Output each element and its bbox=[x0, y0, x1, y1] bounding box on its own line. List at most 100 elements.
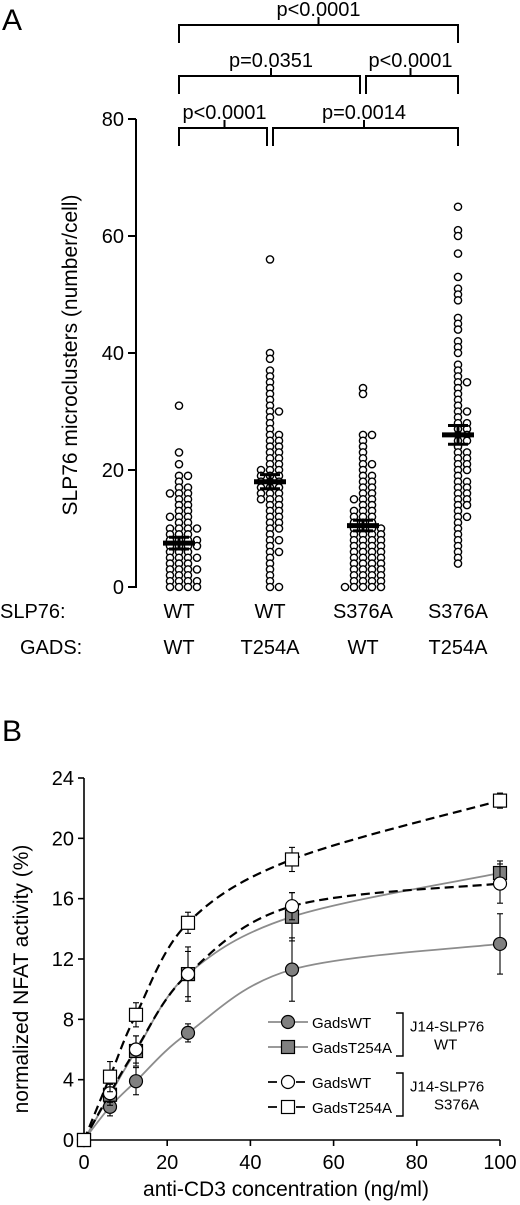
legend-marker-swatch bbox=[280, 1099, 296, 1115]
x-tick-label: 20 bbox=[156, 1152, 178, 1174]
data-point bbox=[349, 582, 359, 592]
y-tick-label: 20 bbox=[52, 828, 74, 850]
data-point bbox=[274, 582, 284, 592]
p-value-label: p=0.0351 bbox=[229, 50, 313, 72]
data-marker bbox=[492, 876, 508, 891]
data-point bbox=[340, 582, 350, 592]
data-point bbox=[358, 582, 368, 592]
y-tick-label: 12 bbox=[52, 949, 74, 971]
x-axis-label: anti-CD3 concentration (ng/ml) bbox=[143, 1178, 429, 1201]
data-point bbox=[192, 524, 202, 533]
y-tick-label: 8 bbox=[63, 1009, 74, 1031]
y-tick-label: 24 bbox=[52, 768, 74, 790]
data-point bbox=[192, 582, 202, 592]
x-tick-label: 80 bbox=[406, 1152, 428, 1174]
legend-bracket bbox=[396, 1012, 404, 1057]
data-marker bbox=[284, 962, 300, 977]
data-point bbox=[174, 459, 184, 469]
data-point bbox=[174, 448, 184, 457]
p-value-label: p<0.0001 bbox=[369, 50, 453, 72]
series-line bbox=[82, 799, 501, 1141]
row-label-slp76: SLP76: bbox=[0, 601, 66, 623]
legend-series-label: GadsWT bbox=[312, 1015, 371, 1032]
data-point bbox=[358, 389, 368, 399]
data-point bbox=[274, 547, 284, 557]
panel-a-scatter-chart: 0 20 40 60 80 SLP76 microclusters (number/cel… bbox=[0, 0, 489, 659]
data-marker bbox=[492, 936, 508, 952]
data-point bbox=[265, 255, 275, 264]
data-point bbox=[462, 500, 472, 510]
data-marker bbox=[180, 966, 196, 982]
data-point bbox=[462, 407, 472, 416]
data-marker bbox=[76, 1132, 92, 1148]
x-tick-label: 60 bbox=[322, 1152, 344, 1174]
data-point bbox=[192, 553, 202, 563]
data-point bbox=[367, 582, 377, 592]
data-marker bbox=[128, 1042, 144, 1057]
y-tick-label: 16 bbox=[52, 889, 74, 911]
data-point bbox=[165, 512, 175, 522]
slp76-genotype-label: WT bbox=[254, 601, 285, 623]
legend-group-label: WT bbox=[434, 1037, 457, 1054]
row-label-gads: GADS: bbox=[20, 637, 82, 659]
data-point bbox=[453, 348, 463, 358]
legend-series-label: GadsT254A bbox=[312, 1100, 392, 1117]
x-tick-label: 0 bbox=[78, 1152, 89, 1174]
data-marker bbox=[492, 793, 508, 808]
panel-b-letter: B bbox=[2, 715, 22, 748]
legend-series-label: GadsT254A bbox=[312, 1040, 392, 1057]
slp76-genotype-label: S376A bbox=[428, 601, 489, 623]
legend-group-label: J14-SLP76 bbox=[410, 1019, 484, 1036]
data-point bbox=[274, 524, 284, 533]
data-point bbox=[453, 231, 463, 241]
data-marker bbox=[284, 899, 300, 914]
panel-a-letter: A bbox=[2, 4, 22, 37]
data-point bbox=[453, 559, 463, 568]
y-tick-label: 0 bbox=[113, 577, 124, 599]
legend-marker-swatch bbox=[280, 1039, 296, 1055]
legend-series-label: GadsWT bbox=[312, 1075, 371, 1092]
gads-genotype-label: WT bbox=[163, 637, 194, 659]
legend-group-label: S376A bbox=[434, 1097, 479, 1114]
gads-genotype-label: T254A bbox=[241, 637, 301, 659]
data-point bbox=[453, 296, 463, 305]
data-point bbox=[349, 494, 359, 504]
data-marker bbox=[284, 852, 300, 867]
x-tick-label: 40 bbox=[239, 1152, 261, 1174]
y-tick-label: 60 bbox=[102, 226, 124, 248]
data-point bbox=[174, 401, 184, 410]
data-point bbox=[453, 202, 463, 212]
data-marker bbox=[102, 1069, 118, 1084]
data-point bbox=[462, 377, 472, 387]
gads-genotype-label: WT bbox=[347, 637, 378, 659]
data-point bbox=[462, 512, 472, 522]
slp76-genotype-label: WT bbox=[163, 601, 194, 623]
y-tick-label: 20 bbox=[102, 460, 124, 482]
data-point bbox=[165, 582, 175, 592]
legend: GadsWTGadsT254AGadsWTGadsT254AJ14-SLP76W… bbox=[268, 1012, 484, 1117]
data-marker bbox=[180, 1025, 196, 1041]
y-tick-label: 4 bbox=[63, 1070, 74, 1092]
p-value-label: p<0.0001 bbox=[183, 102, 267, 124]
data-point bbox=[183, 471, 193, 481]
data-point bbox=[367, 430, 377, 440]
y-tick-label: 0 bbox=[63, 1130, 74, 1152]
y-tick-label: 80 bbox=[102, 109, 124, 131]
x-tick-label: 100 bbox=[483, 1152, 516, 1174]
data-point bbox=[174, 582, 184, 592]
y-axis-label: SLP76 microclusters (number/cell) bbox=[59, 195, 82, 516]
gads-genotype-label: T254A bbox=[429, 637, 489, 659]
y-tick-label: 40 bbox=[102, 343, 124, 365]
slp76-genotype-label: S376A bbox=[333, 601, 394, 623]
data-point bbox=[453, 325, 463, 334]
data-point bbox=[462, 465, 472, 475]
panel-b-line-chart: 0 4 8 12 16 20 24 0 20 40 60 80 100 anti-CD3 concentr… bbox=[10, 768, 517, 1201]
data-point bbox=[256, 494, 266, 504]
data-point bbox=[274, 407, 284, 416]
data-point bbox=[265, 354, 275, 364]
y-axis-label: normalized NFAT activity (%) bbox=[10, 845, 33, 1114]
data-point bbox=[183, 582, 193, 592]
legend-group-label: J14-SLP76 bbox=[410, 1079, 484, 1096]
data-point bbox=[192, 541, 202, 551]
